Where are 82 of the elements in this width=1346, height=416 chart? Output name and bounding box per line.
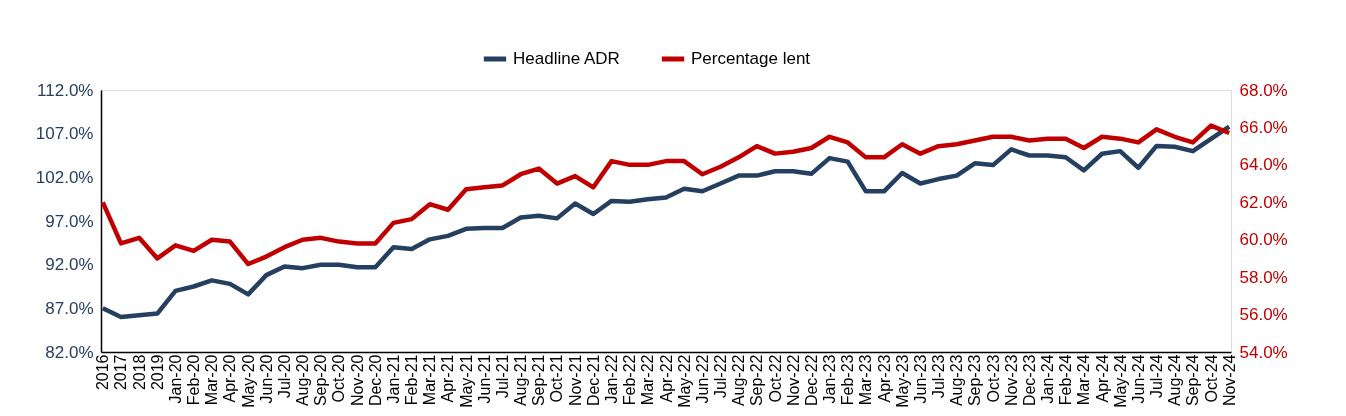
x-tick-label: May-21 <box>457 354 475 408</box>
legend-label: Percentage lent <box>691 49 811 68</box>
x-tick-label: 2016 <box>94 354 112 391</box>
x-tick-label: Feb-20 <box>185 354 203 406</box>
x-tick-label: May-22 <box>675 354 693 408</box>
x-tick-label: Oct-21 <box>548 354 566 403</box>
y-tick-label: 87.0% <box>45 298 94 318</box>
x-tick-label: Nov-21 <box>566 354 584 407</box>
x-tick-label: Jul-24 <box>1148 354 1166 399</box>
y-tick-label: 112.0% <box>37 80 94 100</box>
y2-tick-label: 64.0% <box>1239 155 1288 175</box>
x-tick-label: Oct-23 <box>984 354 1002 403</box>
x-tick-label: Jun-22 <box>693 354 711 404</box>
x-tick-label: Sep-22 <box>748 354 766 407</box>
x-tick-label: Jul-21 <box>494 354 511 399</box>
x-tick-label: Mar-20 <box>203 354 221 406</box>
y-tick-label: 82.0% <box>45 342 94 362</box>
y-tick-label: 97.0% <box>45 211 94 231</box>
x-tick-label: Jan-24 <box>1039 354 1057 404</box>
x-tick-label: Aug-22 <box>730 354 748 407</box>
x-tick-label: Mar-24 <box>1075 354 1093 406</box>
line-series <box>100 124 1232 320</box>
y2-tick-label: 62.0% <box>1239 192 1288 212</box>
x-tick-label: Jan-21 <box>384 354 402 404</box>
x-tick-label: Aug-24 <box>1166 354 1184 407</box>
x-tick-label: Dec-20 <box>366 354 384 407</box>
x-tick-label: Apr-21 <box>439 354 457 403</box>
x-tick-label: Sep-20 <box>312 354 330 407</box>
x-tick-label: Apr-23 <box>875 354 893 403</box>
line-series <box>100 123 1232 267</box>
y2-tick-label: 68.0% <box>1239 80 1288 100</box>
x-tick-label: Oct-20 <box>330 354 348 403</box>
y-tick-label: 102.0% <box>35 167 94 187</box>
x-tick-label: Apr-24 <box>1093 354 1111 403</box>
x-tick-label: Mar-21 <box>421 354 439 406</box>
x-tick-label: Sep-24 <box>1184 354 1202 407</box>
y2-tick-label: 54.0% <box>1239 342 1288 362</box>
x-tick-label: Aug-23 <box>948 354 966 407</box>
x-tick-label: Nov-24 <box>1220 354 1238 407</box>
x-tick-label: Feb-22 <box>621 354 639 406</box>
y2-tick-label: 58.0% <box>1239 267 1288 287</box>
x-tick-label: Jan-20 <box>166 354 184 404</box>
x-tick-label: Jun-24 <box>1129 354 1147 404</box>
y2-tick-label: 60.0% <box>1239 230 1288 250</box>
x-tick-label: Nov-20 <box>348 354 366 407</box>
x-tick-label: Dec-21 <box>584 354 602 407</box>
x-tick-label: Nov-22 <box>784 354 802 407</box>
x-tick-label: May-20 <box>239 354 257 408</box>
x-tick-label: 2019 <box>148 354 166 391</box>
x-tick-label: Jun-21 <box>475 354 493 404</box>
x-tick-label: Jun-23 <box>911 354 929 404</box>
x-tick-label: Oct-22 <box>766 354 784 403</box>
x-tick-label: Dec-22 <box>802 354 820 407</box>
y-tick-label: 92.0% <box>45 255 94 275</box>
x-tick-label: Sep-23 <box>966 354 984 407</box>
x-tick-label: Nov-23 <box>1002 354 1020 407</box>
x-tick-label: Jun-20 <box>257 354 275 404</box>
x-tick-label: Aug-20 <box>294 354 312 407</box>
x-tick-label: 2018 <box>130 354 148 391</box>
x-tick-label: 2017 <box>112 354 130 391</box>
y2-tick-label: 66.0% <box>1239 117 1288 137</box>
x-tick-label: Feb-21 <box>403 354 421 406</box>
x-tick-label: Jan-23 <box>821 354 838 404</box>
x-tick-label: Dec-23 <box>1020 354 1038 407</box>
x-tick-label: Jul-20 <box>275 354 293 399</box>
x-tick-label: Apr-20 <box>221 354 239 403</box>
x-tick-label: Jan-22 <box>603 354 620 404</box>
x-tick-label: Sep-21 <box>530 354 548 407</box>
x-tick-label: May-23 <box>893 354 911 408</box>
x-tick-label: Apr-22 <box>657 354 675 403</box>
y2-tick-label: 56.0% <box>1239 305 1288 325</box>
x-tick-label: Jul-23 <box>930 354 948 399</box>
legend-label: Headline ADR <box>513 49 620 68</box>
x-tick-label: Feb-24 <box>1057 354 1075 406</box>
y-tick-label: 107.0% <box>35 124 94 144</box>
x-tick-label: Aug-21 <box>512 354 530 407</box>
x-tick-label: Oct-24 <box>1202 354 1220 403</box>
x-tick-label: Jul-22 <box>712 354 729 399</box>
x-tick-label: Mar-23 <box>857 354 875 406</box>
x-tick-label: Feb-23 <box>839 354 857 406</box>
x-tick-label: May-24 <box>1111 354 1129 408</box>
x-tick-label: Mar-22 <box>639 354 657 406</box>
